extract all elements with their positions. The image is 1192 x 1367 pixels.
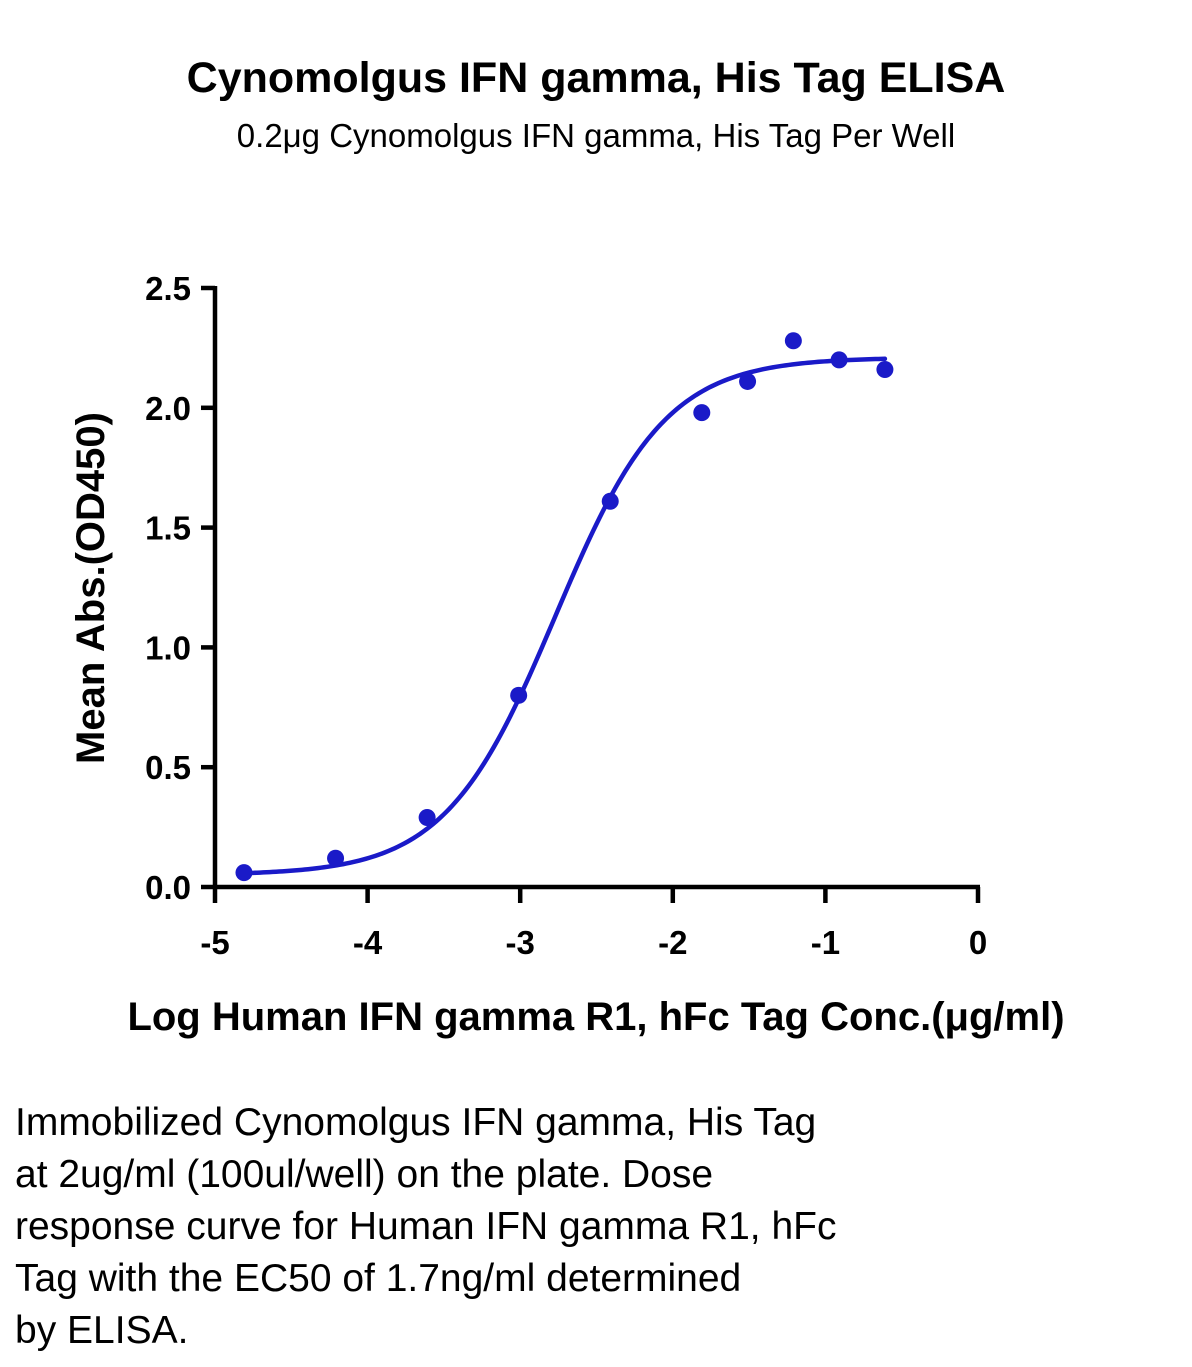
x-tick-label: -3 bbox=[506, 924, 535, 961]
y-tick-label: 1.0 bbox=[145, 629, 191, 666]
x-tick-label: -5 bbox=[200, 924, 229, 961]
ticks: 0.0 0.5 1.0 1.5 2.0 2.5 -5 -4 -3 -2 -1 0 bbox=[145, 270, 987, 961]
chart-subtitle: 0.2μg Cynomolgus IFN gamma, His Tag Per … bbox=[236, 117, 956, 154]
axes bbox=[212, 286, 980, 890]
data-point bbox=[510, 686, 528, 704]
data-point bbox=[601, 492, 619, 510]
fit-curve bbox=[241, 356, 888, 876]
x-tick-label: -1 bbox=[811, 924, 840, 961]
y-tick-label: 0.0 bbox=[145, 869, 191, 906]
caption-line: at 2ug/ml (100ul/well) on the plate. Dos… bbox=[15, 1153, 714, 1196]
x-tick-label: -2 bbox=[658, 924, 687, 961]
chart-title: Cynomolgus IFN gamma, His Tag ELISA bbox=[186, 54, 1006, 102]
data-point bbox=[327, 849, 345, 867]
figure-caption: Immobilized Cynomolgus IFN gamma, His Ta… bbox=[15, 1097, 1165, 1357]
data-point bbox=[418, 809, 436, 827]
data-point bbox=[739, 372, 757, 390]
caption-line: Tag with the EC50 of 1.7ng/ml determined bbox=[15, 1257, 742, 1300]
data-point bbox=[235, 864, 253, 882]
data-point bbox=[830, 351, 848, 369]
y-tick-label: 2.5 bbox=[145, 270, 191, 307]
x-tick-label: 0 bbox=[969, 924, 987, 961]
data-point bbox=[693, 404, 711, 422]
data-point bbox=[784, 332, 802, 350]
x-axis-label: Log Human IFN gamma R1, hFc Tag Conc.(μg… bbox=[127, 995, 1064, 1039]
caption-line: by ELISA. bbox=[15, 1309, 189, 1352]
data-points bbox=[235, 332, 894, 882]
x-tick-label: -4 bbox=[353, 924, 383, 961]
y-axis-label: Mean Abs.(OD450) bbox=[69, 412, 113, 764]
data-point bbox=[876, 360, 894, 378]
y-tick-label: 0.5 bbox=[145, 749, 191, 786]
caption-line: response curve for Human IFN gamma R1, h… bbox=[15, 1205, 837, 1248]
caption-line: Immobilized Cynomolgus IFN gamma, His Ta… bbox=[15, 1101, 817, 1144]
y-tick-label: 2.0 bbox=[145, 390, 191, 427]
y-tick-label: 1.5 bbox=[145, 510, 191, 547]
